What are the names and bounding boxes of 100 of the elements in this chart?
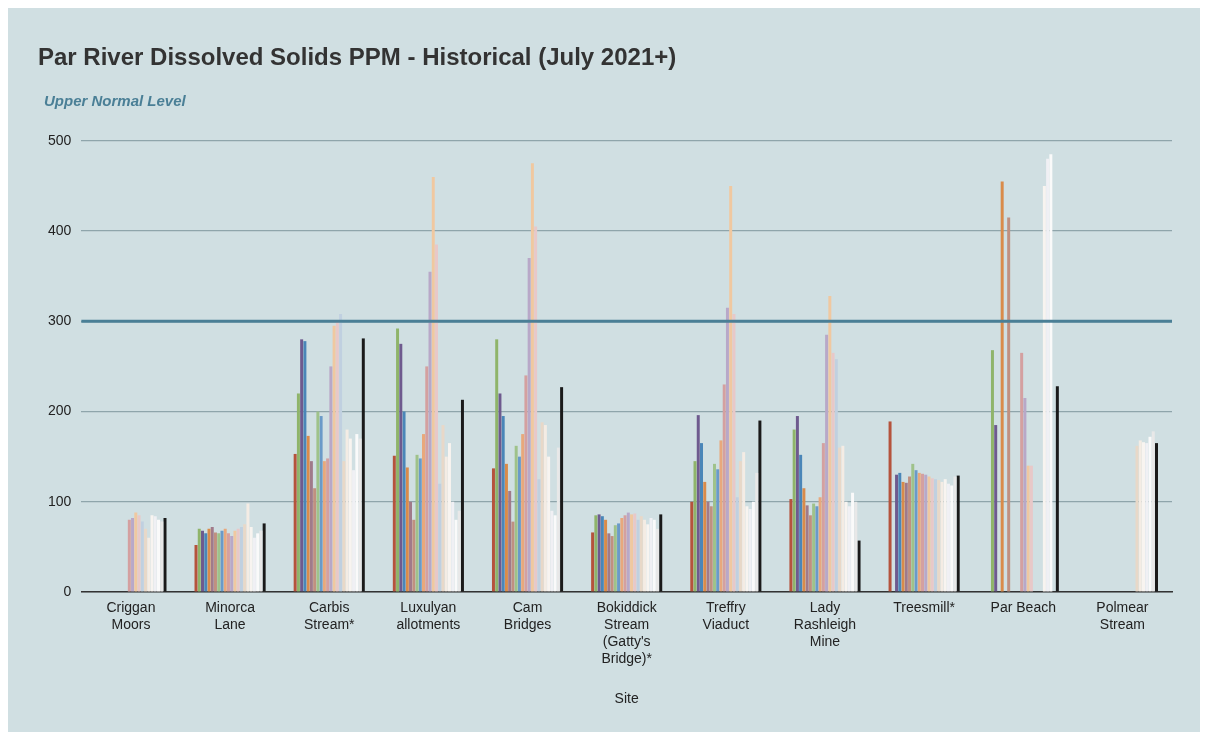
x-tick-label: Lady Rashleigh Mine	[793, 599, 857, 649]
bar	[197, 528, 201, 592]
bar	[309, 461, 313, 592]
bar	[431, 176, 435, 592]
bar	[1055, 386, 1059, 592]
bar	[498, 393, 502, 592]
bar	[262, 523, 266, 592]
bar	[818, 497, 822, 592]
bar	[789, 499, 793, 592]
bar	[495, 339, 499, 592]
bar	[230, 536, 234, 592]
bar	[700, 443, 703, 592]
bar	[521, 434, 525, 592]
bar	[1138, 440, 1142, 592]
bar	[742, 452, 746, 592]
bar	[712, 463, 716, 592]
bar	[735, 497, 739, 592]
bar	[808, 515, 812, 592]
x-tick-label: Par Beach	[990, 599, 1056, 616]
bar	[246, 503, 250, 592]
bar	[1155, 443, 1158, 592]
bar	[1007, 217, 1011, 592]
bar	[409, 501, 413, 592]
bar	[617, 523, 621, 592]
bar	[342, 461, 346, 592]
bar	[799, 454, 803, 592]
x-tick-label: Minorca Lane	[205, 599, 256, 633]
bar	[226, 533, 230, 592]
bar	[802, 488, 806, 592]
bar	[834, 359, 838, 592]
bar	[144, 528, 148, 592]
bar	[508, 490, 512, 592]
bar	[854, 501, 858, 592]
bar	[127, 519, 131, 592]
bar	[392, 455, 396, 592]
bar	[643, 519, 647, 592]
bar	[402, 411, 406, 592]
x-tick-label: Polmear Stream	[1096, 599, 1149, 633]
bar	[204, 533, 208, 592]
x-tick-label: Luxulyan allotments	[396, 599, 461, 633]
bar	[316, 411, 320, 592]
bar	[418, 458, 422, 592]
bar	[345, 429, 349, 592]
bar	[438, 483, 442, 592]
bar	[1000, 181, 1004, 592]
bar	[194, 545, 198, 592]
bar	[332, 325, 336, 592]
bar	[504, 463, 508, 592]
bar	[425, 366, 429, 592]
bar	[534, 226, 538, 592]
bar	[990, 350, 994, 592]
bar	[706, 501, 710, 592]
bar	[556, 447, 560, 592]
bar	[729, 185, 733, 592]
bar	[696, 415, 700, 592]
bar	[422, 434, 426, 592]
ref-line-label: Upper Normal Level	[44, 92, 187, 110]
y-tick-label: 0	[63, 582, 72, 599]
bar	[709, 506, 713, 592]
bar	[1049, 154, 1053, 592]
bar	[524, 375, 528, 592]
bar	[831, 352, 835, 592]
x-tick-label: Criggan Moors	[106, 599, 156, 633]
bar	[441, 425, 445, 592]
y-tick-label: 200	[48, 402, 72, 419]
bar	[326, 458, 330, 592]
bar	[805, 505, 809, 592]
bar	[511, 521, 515, 592]
x-axis-title: Site	[614, 690, 639, 707]
bar	[447, 443, 451, 592]
bar	[140, 521, 144, 592]
bar	[857, 540, 861, 592]
bar	[329, 366, 333, 592]
bar	[1151, 431, 1155, 592]
x-tick-label: Cam Bridges	[503, 599, 552, 633]
bar	[722, 384, 726, 592]
x-tick-label: Treffry Viaduct	[702, 599, 750, 633]
bar	[361, 338, 365, 592]
bar	[911, 463, 915, 592]
bar	[725, 307, 729, 592]
bar	[719, 440, 723, 592]
bar	[293, 453, 297, 592]
bar	[732, 314, 736, 592]
bar	[319, 416, 323, 592]
bar	[591, 532, 595, 592]
bar	[396, 328, 400, 592]
bar	[491, 468, 495, 592]
y-tick-label: 400	[48, 221, 72, 238]
bar	[656, 528, 659, 592]
bar	[613, 525, 617, 592]
bar	[514, 445, 518, 592]
bar	[322, 461, 326, 592]
x-tick-label: Treesmill*	[893, 599, 956, 616]
bar	[1023, 397, 1027, 592]
bar	[405, 467, 409, 592]
bar	[296, 393, 300, 592]
bar	[460, 399, 464, 592]
bar	[457, 510, 461, 592]
bar	[828, 296, 832, 592]
bar	[339, 314, 343, 592]
